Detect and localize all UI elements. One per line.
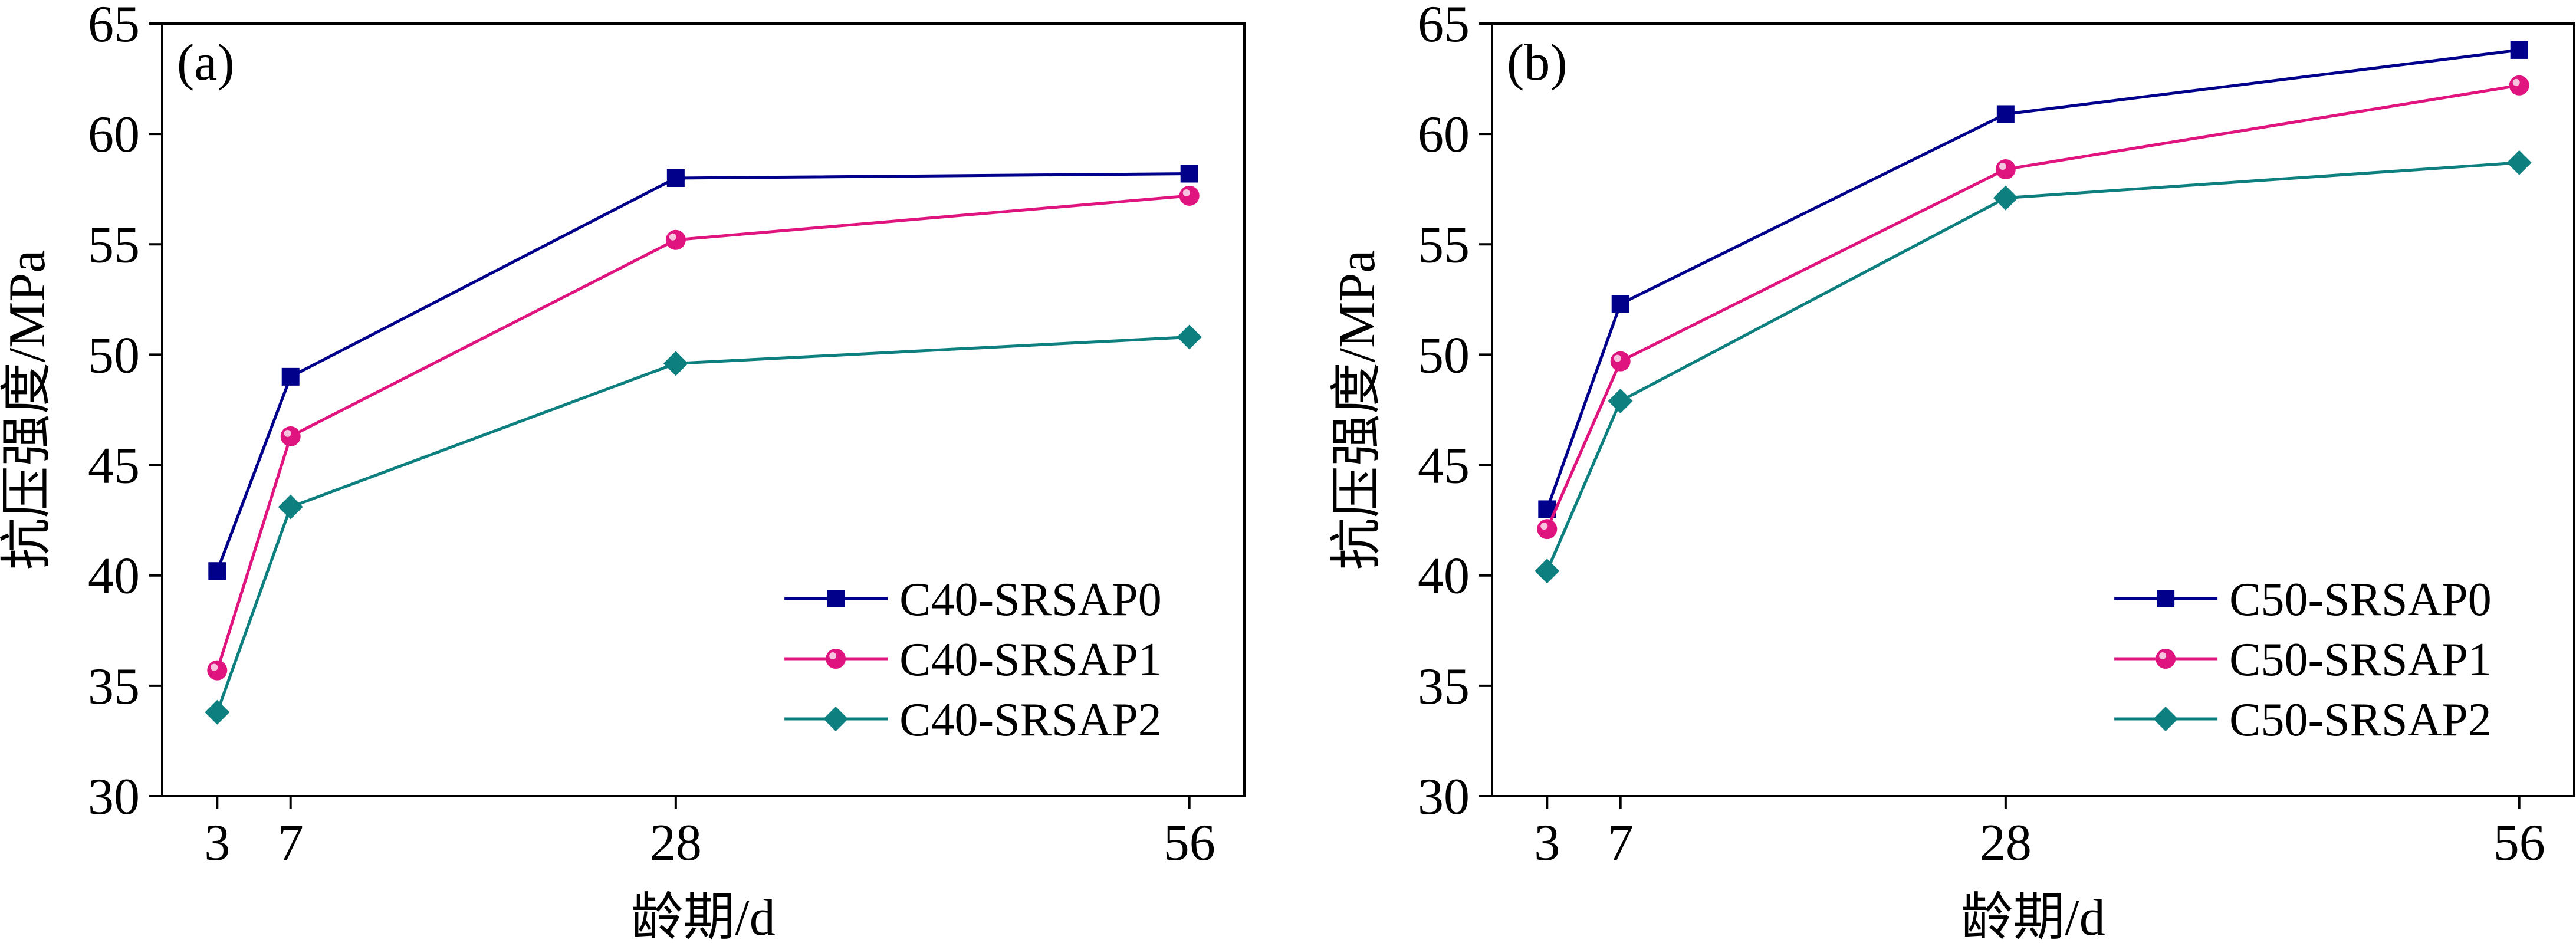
data-point-C40-SRSAP1-7-shine [284,429,291,437]
legend-label: C40-SRSAP1 [899,634,1162,686]
data-point-C50-SRSAP2-56 [2506,150,2532,175]
data-point-C50-SRSAP1-56-body [2509,75,2529,96]
data-point-C50-SRSAP1-7-shine [1614,354,1621,362]
data-point-C50-SRSAP2-3 [1535,558,1560,584]
data-point-C50-SRSAP0-7 [1611,295,1629,313]
series-line-C50-SRSAP0 [1545,48,2520,510]
series-line-C50-SRSAP2 [1546,161,2519,572]
legend-marker-body [2156,649,2176,669]
legend-label: C40-SRSAP2 [899,694,1162,746]
y-tick-label: 65 [88,0,140,53]
y-axis-label: 抗压强度/MPa [1329,250,1386,570]
x-tick-label: 7 [278,814,304,872]
data-point-C40-SRSAP1-28-body [665,229,686,250]
data-point-C50-SRSAP2-7 [1608,389,1633,414]
data-point-C40-SRSAP0-28 [666,169,685,187]
y-tick-label: 50 [1418,327,1470,384]
legend-marker [2157,590,2175,607]
data-point-C40-SRSAP2-56 [1177,324,1202,350]
x-axis-label: 龄期/d [631,889,775,943]
panel-label: (a) [177,34,235,91]
data-point-C40-SRSAP2-28 [663,351,688,376]
y-tick-label: 45 [1418,438,1470,495]
data-point-C40-SRSAP1-7-body [280,426,301,446]
legend-label: C40-SRSAP0 [899,574,1162,626]
y-tick-label: 55 [1418,216,1470,274]
data-point-C40-SRSAP0-3 [208,562,226,580]
x-tick-label: 7 [1608,814,1634,872]
data-point-C40-SRSAP1-28-shine [669,233,676,241]
y-tick-label: 30 [1418,768,1470,826]
data-point-C40-SRSAP2-7 [278,494,303,520]
y-tick-label: 60 [88,106,140,163]
series-line-C40-SRSAP2 [215,335,1190,713]
data-point-C40-SRSAP0-7 [281,367,300,386]
series-line-C40-SRSAP0 [215,172,1190,572]
data-point-C50-SRSAP1-28-shine [1999,163,2006,170]
y-tick-label: 40 [88,548,140,605]
legend-label: C50-SRSAP1 [2229,634,2492,686]
y-tick-label: 30 [88,768,140,826]
data-point-C50-SRSAP1-56 [2509,75,2529,96]
legend-label: C50-SRSAP0 [2229,574,2492,626]
y-tick-label: 35 [1418,658,1470,715]
data-point-C50-SRSAP0-28 [1996,105,2015,123]
legend-marker [823,707,849,731]
y-tick-label: 55 [88,216,140,274]
x-tick-label: 3 [1534,814,1560,872]
y-tick-label: 40 [1418,548,1470,605]
data-point-C40-SRSAP1-56-shine [1182,189,1190,196]
data-point-C50-SRSAP1-3 [1537,519,1558,540]
y-tick-label: 50 [88,327,140,384]
legend-marker [2156,649,2176,669]
data-point-C40-SRSAP1-28 [665,229,686,250]
legend-marker-shine [2159,652,2167,659]
chart-panel-b: 30 35 40 45 50 55 60 65 3 7 28 56 龄期/d 抗压强度/MPa (b) C50… [1329,0,2575,943]
x-tick-label: 28 [1980,814,2032,872]
data-point-C40-SRSAP2-3 [205,699,230,725]
y-axis-label: 抗压强度/MPa [0,250,56,570]
plot-frame [161,22,1246,797]
panel-label: (b) [1507,34,1568,91]
data-point-C50-SRSAP1-3-shine [1540,523,1548,530]
data-point-C50-SRSAP1-28 [1995,159,2016,180]
x-tick-label: 28 [650,814,702,872]
data-point-C40-SRSAP1-3 [207,660,228,681]
data-point-C50-SRSAP1-7 [1610,351,1631,372]
legend-marker [827,590,845,607]
data-point-C50-SRSAP1-56-shine [2512,78,2520,86]
x-axis-label: 龄期/d [1961,889,2105,943]
data-point-C40-SRSAP1-3-body [207,660,228,681]
plot-frame [1491,22,2575,797]
legend-marker [826,649,846,669]
legend-marker-shine [829,652,837,659]
data-point-C40-SRSAP0-56 [1180,165,1198,183]
series-line-C50-SRSAP1 [1546,84,2520,530]
y-tick-label: 60 [1418,106,1470,163]
chart-panel-a: 30 35 40 45 50 55 60 65 3 7 28 56 龄期/d 抗压强度/MPa (a) C40… [0,0,1246,943]
data-point-C50-SRSAP2-28 [1993,185,2018,211]
x-tick-label: 3 [204,814,230,872]
data-point-C40-SRSAP1-56 [1179,185,1200,206]
x-tick-label: 56 [2493,814,2545,872]
data-point-C40-SRSAP1-56-body [1179,185,1200,206]
y-tick-label: 35 [88,658,140,715]
data-point-C50-SRSAP1-7-body [1610,351,1631,372]
y-tick-label: 65 [1418,0,1470,53]
data-point-C40-SRSAP1-3-shine [211,663,218,671]
data-point-C40-SRSAP1-7 [280,426,301,446]
y-tick-label: 45 [88,438,140,495]
x-tick-label: 56 [1164,814,1215,872]
data-point-C50-SRSAP0-56 [2510,41,2528,59]
legend-marker-body [826,649,846,669]
series-line-C40-SRSAP1 [215,194,1190,671]
legend-label: C50-SRSAP2 [2229,694,2492,746]
data-point-C50-SRSAP1-28-body [1995,159,2016,180]
data-point-C50-SRSAP1-3-body [1537,519,1558,540]
legend-marker [2153,707,2179,731]
